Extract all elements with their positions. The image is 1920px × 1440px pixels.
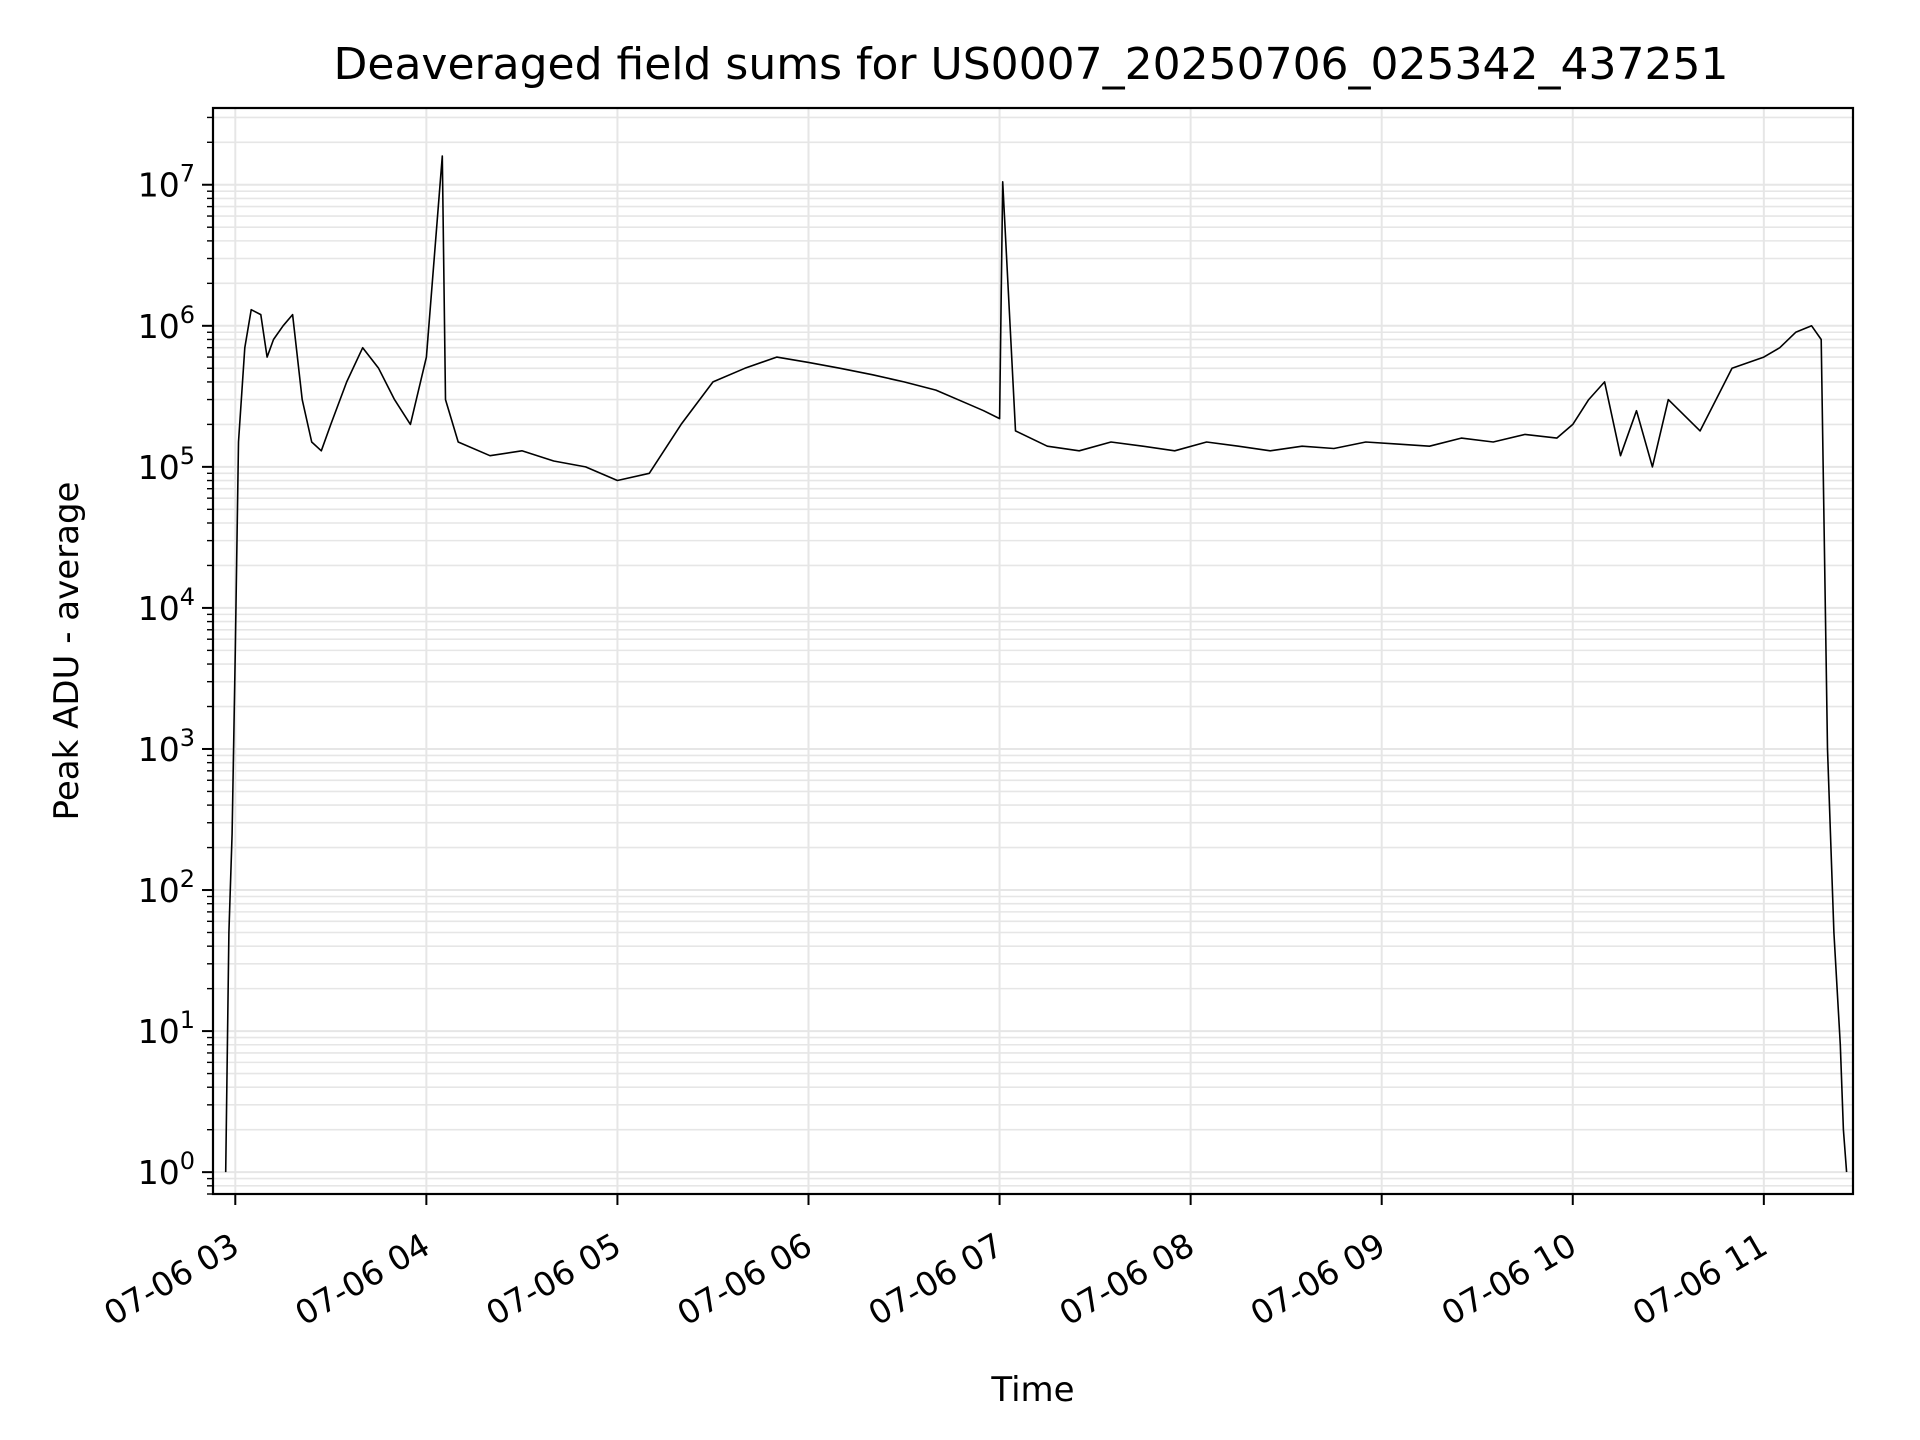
y-tick-label: 101: [138, 1006, 195, 1051]
x-tick-label: 07-06 03: [97, 1225, 245, 1333]
grid: [213, 108, 1853, 1195]
x-axis-label: Time: [990, 1370, 1074, 1410]
x-axis: 07-06 03 07-06 04 07-06 05 07-06 06 07-06 07…: [97, 1194, 1774, 1333]
x-tick-label: 07-06 05: [479, 1225, 627, 1333]
y-tick-label: 105: [138, 442, 195, 487]
y-axis: 100 101 102 103 104 105 106 107: [138, 116, 213, 1195]
series-line: [224, 155, 1848, 1173]
series-layer: [224, 155, 1848, 1173]
y-tick-label: 104: [138, 583, 195, 628]
x-tick-label: 07-06 04: [288, 1225, 436, 1333]
y-tick-label: 100: [138, 1147, 195, 1192]
x-tick-label: 07-06 08: [1053, 1225, 1201, 1333]
y-tick-label: 106: [138, 301, 195, 346]
x-tick-label: 07-06 10: [1435, 1225, 1583, 1333]
y-axis-label: Peak ADU - average: [47, 482, 87, 821]
y-tick-label: 102: [138, 865, 195, 910]
x-tick-label: 07-06 07: [862, 1225, 1010, 1333]
x-tick-label: 07-06 06: [670, 1225, 818, 1333]
chart-title: Deaveraged field sums for US0007_2025070…: [334, 39, 1729, 90]
x-tick-label: 07-06 11: [1626, 1225, 1774, 1333]
y-tick-label: 107: [138, 160, 195, 205]
x-tick-label: 07-06 09: [1244, 1225, 1392, 1333]
y-tick-label: 103: [138, 724, 195, 769]
